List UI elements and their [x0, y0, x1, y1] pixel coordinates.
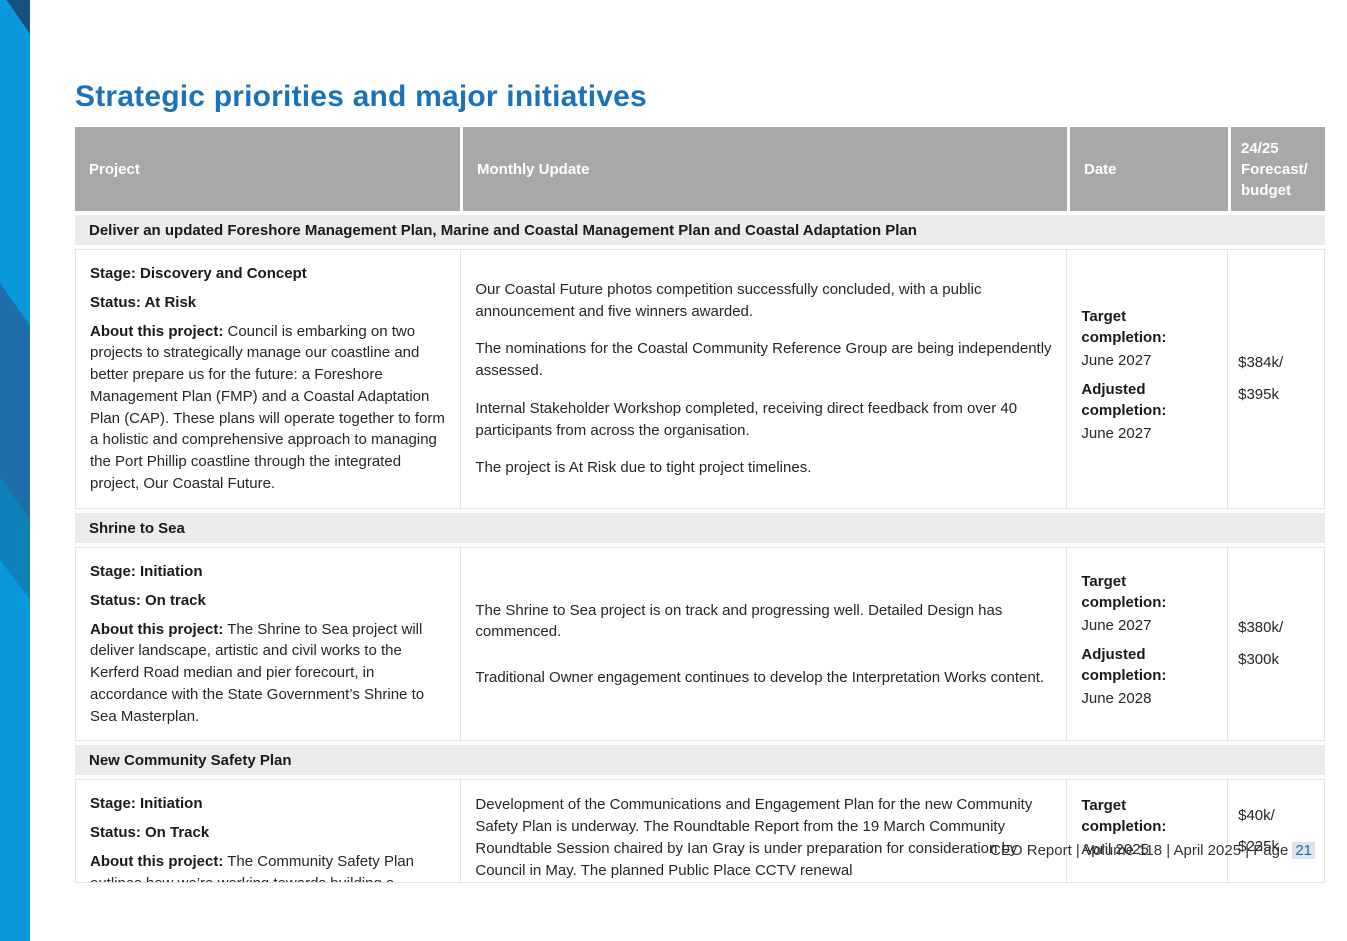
project-cell: Stage: Initiation Status: On track About…: [76, 548, 460, 740]
page-number-field: 21: [1292, 842, 1315, 860]
project-cell: Stage: Discovery and Concept Status: At …: [76, 250, 460, 508]
budget-forecast: $384k/: [1238, 354, 1284, 372]
adjusted-completion-label: Adjusted completion:: [1081, 381, 1167, 419]
update-paragraph: The Shrine to Sea project is on track an…: [475, 601, 1003, 641]
target-completion-value: April 2025: [1081, 840, 1149, 858]
header-cell-project: Project: [89, 160, 140, 178]
table-header-row: Project Monthly Update Date 24/25 Foreca…: [75, 127, 1325, 211]
project-cell: Stage: Initiation Status: On Track About…: [76, 780, 460, 882]
update-paragraph: The project is At Risk due to tight proj…: [475, 459, 812, 477]
decoration-mid-blue-polygon: [0, 283, 30, 520]
about-label: About this project:: [90, 852, 224, 870]
about-paragraph: About this project: The Shrine to Sea pr…: [90, 619, 446, 728]
section-heading-row: Deliver an updated Foreshore Management …: [75, 215, 1325, 245]
about-text: The Community Safety Plan outlines how w…: [90, 852, 414, 883]
budget-amount: $395k: [1238, 386, 1279, 403]
date-cell: Target completion: June 2027 Adjusted co…: [1066, 548, 1227, 741]
target-completion-label: Target completion:: [1081, 796, 1167, 835]
about-label: About this project:: [90, 322, 224, 340]
update-paragraph: Internal Stakeholder Workshop completed,…: [475, 399, 1018, 439]
page-content: Strategic priorities and major initiativ…: [75, 0, 1325, 884]
page-footer: CEO Report | Volume 118 | April 2025 | P…: [990, 842, 1315, 860]
section-heading-row: Shrine to Sea: [75, 513, 1325, 543]
update-paragraph: Our Coastal Future photos competition su…: [475, 280, 982, 320]
table-row: Stage: Initiation Status: On track About…: [75, 547, 1325, 742]
header-cell-date: Date: [1067, 127, 1228, 211]
target-completion-value: June 2027: [1081, 617, 1152, 635]
status-line: Status: On track: [90, 591, 206, 609]
about-label: About this project:: [90, 620, 224, 638]
date-cell: Target completion: June 2027 Adjusted co…: [1066, 250, 1227, 508]
stage-line: Stage: Initiation: [90, 563, 203, 580]
target-completion-label: Target completion:: [1081, 308, 1167, 346]
footer-text: CEO Report | Volume 118 | April 2025 | P…: [990, 842, 1289, 860]
date-cell: Target completion: April 2025: [1066, 780, 1227, 883]
target-completion-value: June 2027: [1081, 352, 1152, 369]
monthly-update-cell: The Shrine to Sea project is on track an…: [460, 548, 1066, 741]
decoration-navy-triangle: [6, 0, 30, 34]
status-line: Status: On Track: [90, 824, 210, 841]
adjusted-completion-label: Adjusted completion:: [1081, 646, 1167, 685]
budget-cell: $384k/ $395k: [1227, 250, 1324, 508]
budget-amount: $225k: [1238, 838, 1279, 856]
table-row: Stage: Initiation Status: On Track About…: [75, 779, 1325, 884]
left-edge-decoration: [0, 0, 30, 941]
update-paragraph: The nominations for the Coastal Communit…: [475, 340, 1052, 380]
adjusted-completion-value: June 2028: [1081, 690, 1152, 708]
about-text: Council is embarking on two projects to …: [90, 322, 445, 492]
page-title: Strategic priorities and major initiativ…: [75, 80, 647, 113]
about-text: The Shrine to Sea project will deliver l…: [90, 620, 425, 725]
update-paragraph: Traditional Owner engagement continues t…: [475, 669, 1045, 686]
target-completion-label: Target completion:: [1081, 573, 1167, 612]
about-paragraph: About this project: The Community Safety…: [90, 851, 446, 883]
table-row: Stage: Discovery and Concept Status: At …: [75, 249, 1325, 509]
stage-line: Stage: Discovery and Concept: [90, 265, 307, 282]
adjusted-completion-value: June 2027: [1081, 425, 1152, 442]
header-cell-forecast-budget: 24/25 Forecast/ budget: [1228, 127, 1325, 211]
budget-forecast: $380k/: [1238, 619, 1284, 637]
header-cell-monthly-update: Monthly Update: [460, 127, 1067, 211]
budget-cell: $380k/ $300k: [1227, 548, 1324, 741]
update-paragraph: Development of the Communications and En…: [475, 796, 1033, 879]
status-line: Status: At Risk: [90, 293, 197, 311]
monthly-update-cell: Our Coastal Future photos competition su…: [460, 250, 1066, 508]
stage-line: Stage: Initiation: [90, 795, 203, 813]
budget-forecast: $40k/: [1238, 806, 1275, 824]
budget-amount: $300k: [1238, 651, 1279, 669]
monthly-update-cell: Development of the Communications and En…: [460, 780, 1066, 883]
budget-cell: $40k/ $225k: [1227, 780, 1324, 883]
priorities-table: Project Monthly Update Date 24/25 Foreca…: [75, 127, 1325, 884]
section-heading-row: New Community Safety Plan: [75, 745, 1325, 776]
about-paragraph: About this project: Council is embarking…: [90, 321, 446, 495]
